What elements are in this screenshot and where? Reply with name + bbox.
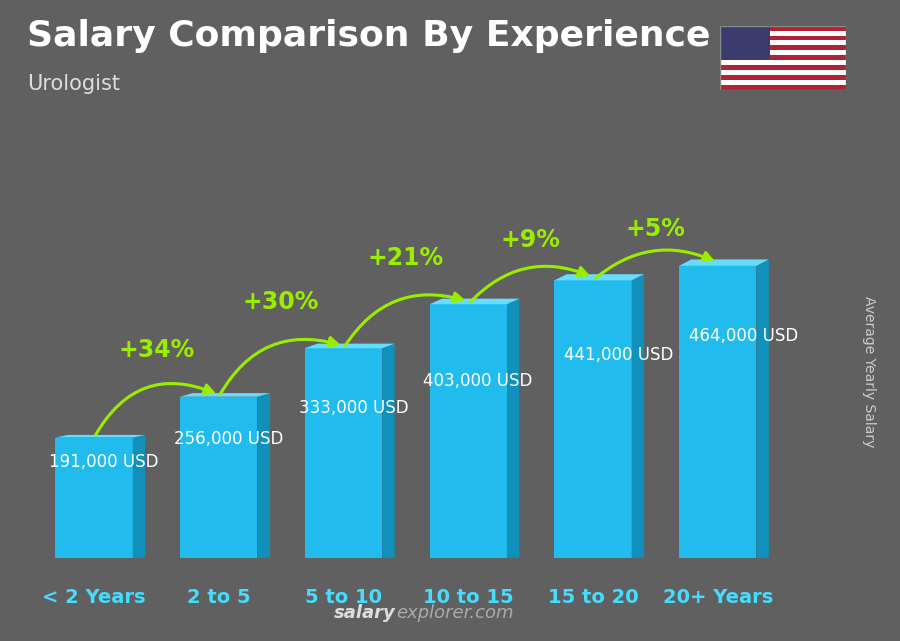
Bar bbox=[720, 26, 846, 31]
Text: salary: salary bbox=[334, 604, 396, 622]
Bar bbox=[720, 40, 846, 46]
Bar bbox=[720, 50, 846, 55]
Polygon shape bbox=[554, 274, 644, 280]
Bar bbox=[720, 31, 846, 35]
Text: 464,000 USD: 464,000 USD bbox=[689, 327, 798, 345]
Text: Salary Comparison By Experience: Salary Comparison By Experience bbox=[27, 19, 710, 53]
Bar bbox=[720, 60, 846, 65]
Bar bbox=[720, 26, 770, 60]
Polygon shape bbox=[429, 304, 507, 558]
Bar bbox=[720, 80, 846, 85]
Text: 20+ Years: 20+ Years bbox=[662, 588, 773, 606]
Text: 333,000 USD: 333,000 USD bbox=[299, 399, 409, 417]
Bar bbox=[720, 35, 846, 40]
Polygon shape bbox=[305, 348, 382, 558]
Text: 256,000 USD: 256,000 USD bbox=[174, 430, 284, 448]
Bar bbox=[720, 55, 846, 60]
Text: +21%: +21% bbox=[368, 246, 444, 270]
Text: Urologist: Urologist bbox=[27, 74, 120, 94]
Polygon shape bbox=[679, 260, 769, 266]
Text: 15 to 20: 15 to 20 bbox=[548, 588, 638, 606]
Text: < 2 Years: < 2 Years bbox=[42, 588, 146, 606]
Bar bbox=[720, 46, 846, 50]
Polygon shape bbox=[429, 299, 519, 304]
Text: +30%: +30% bbox=[243, 290, 320, 313]
Polygon shape bbox=[756, 260, 769, 558]
Polygon shape bbox=[56, 435, 145, 438]
Polygon shape bbox=[382, 344, 395, 558]
Polygon shape bbox=[180, 397, 257, 558]
Bar bbox=[720, 65, 846, 70]
Text: +5%: +5% bbox=[626, 217, 685, 241]
Polygon shape bbox=[679, 266, 756, 558]
Polygon shape bbox=[257, 393, 270, 558]
Bar bbox=[720, 70, 846, 75]
Text: 2 to 5: 2 to 5 bbox=[187, 588, 250, 606]
Text: +9%: +9% bbox=[500, 228, 561, 252]
Polygon shape bbox=[132, 435, 145, 558]
Polygon shape bbox=[507, 299, 519, 558]
Text: 5 to 10: 5 to 10 bbox=[305, 588, 382, 606]
Text: Average Yearly Salary: Average Yearly Salary bbox=[861, 296, 876, 447]
Text: 441,000 USD: 441,000 USD bbox=[564, 345, 674, 363]
Polygon shape bbox=[56, 438, 132, 558]
Text: explorer.com: explorer.com bbox=[396, 604, 514, 622]
Text: 403,000 USD: 403,000 USD bbox=[423, 372, 533, 390]
Text: 191,000 USD: 191,000 USD bbox=[50, 453, 158, 471]
Text: +34%: +34% bbox=[118, 338, 194, 362]
Polygon shape bbox=[180, 393, 270, 397]
Polygon shape bbox=[554, 280, 632, 558]
Bar bbox=[720, 85, 846, 90]
Text: 10 to 15: 10 to 15 bbox=[423, 588, 514, 606]
Bar bbox=[720, 75, 846, 80]
Polygon shape bbox=[632, 274, 644, 558]
Polygon shape bbox=[305, 344, 395, 348]
